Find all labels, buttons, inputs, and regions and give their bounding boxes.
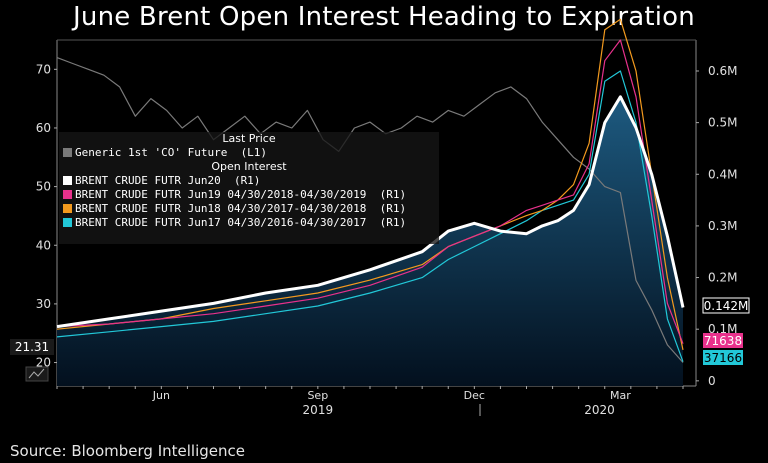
- legend-item-jun19: BRENT CRUDE FUTR Jun19 04/30/2018-04/30/…: [59, 188, 439, 202]
- series-line-oi-4: [56, 70, 684, 362]
- x-tick-label: Jun: [152, 389, 170, 402]
- legend: Last Price Generic 1st 'CO' Future (L1) …: [59, 132, 439, 244]
- left-tick-label: 50: [36, 180, 51, 194]
- left-tick-label: 70: [36, 62, 51, 76]
- x-year-label: 2019: [303, 403, 334, 417]
- series-line-oi-3: [56, 18, 684, 351]
- x-tick-label: Dec: [464, 389, 485, 402]
- end-label-value: 37166: [704, 351, 742, 365]
- series-line-oi-2: [56, 39, 684, 344]
- legend-item-jun18: BRENT CRUDE FUTR Jun18 04/30/2017-04/30/…: [59, 202, 439, 216]
- legend-swatch: [63, 218, 72, 227]
- legend-swatch: [63, 190, 72, 199]
- series-line-generic: [56, 57, 684, 363]
- legend-swatch: [63, 176, 72, 185]
- end-label-value: 0.142M: [704, 299, 749, 313]
- left-tick-label: 40: [36, 238, 51, 252]
- legend-header-price: Last Price: [222, 132, 276, 145]
- legend-swatch: [63, 204, 72, 213]
- right-tick-label: 0.2M: [708, 271, 737, 285]
- right-tick-label: 0.1M: [708, 322, 737, 336]
- end-label-bg: [703, 350, 743, 365]
- legend-item-jun20: BRENT CRUDE FUTR Jun20 (R1): [59, 174, 439, 188]
- left-tick-label: 60: [36, 121, 51, 135]
- left-tick-label: 30: [36, 297, 51, 311]
- chart-title: June Brent Open Interest Heading to Expi…: [73, 2, 695, 32]
- chart-toggle-icon: [25, 366, 49, 382]
- legend-swatch: [63, 148, 72, 157]
- legend-item-generic: Generic 1st 'CO' Future (L1): [59, 146, 439, 160]
- end-label-bg: [702, 297, 750, 314]
- legend-item-jun17: BRENT CRUDE FUTR Jun17 04/30/2016-04/30/…: [59, 216, 439, 230]
- chart-toggle-icon-line: [28, 368, 45, 379]
- series-line-oi-1: [56, 95, 685, 329]
- x-tick-label: Mar: [610, 389, 631, 402]
- right-tick-label: 0.3M: [708, 219, 737, 233]
- right-tick-label: 0.6M: [708, 64, 737, 78]
- source-note: Source: Bloomberg Intelligence: [10, 442, 245, 460]
- right-tick-label: 0: [708, 374, 716, 388]
- end-label-bg: [10, 339, 54, 355]
- x-year-label: 2020: [584, 403, 615, 417]
- end-label-bg: [703, 333, 743, 348]
- x-tick-label: Sep: [307, 389, 328, 402]
- end-label-value: 71638: [704, 334, 742, 348]
- right-tick-label: 0.4M: [708, 167, 737, 181]
- right-tick-label: 0.5M: [708, 116, 737, 130]
- legend-header-oi: Open Interest: [211, 160, 287, 173]
- left-tick-label: 20: [36, 356, 51, 370]
- end-label-price: 21.31: [15, 340, 49, 354]
